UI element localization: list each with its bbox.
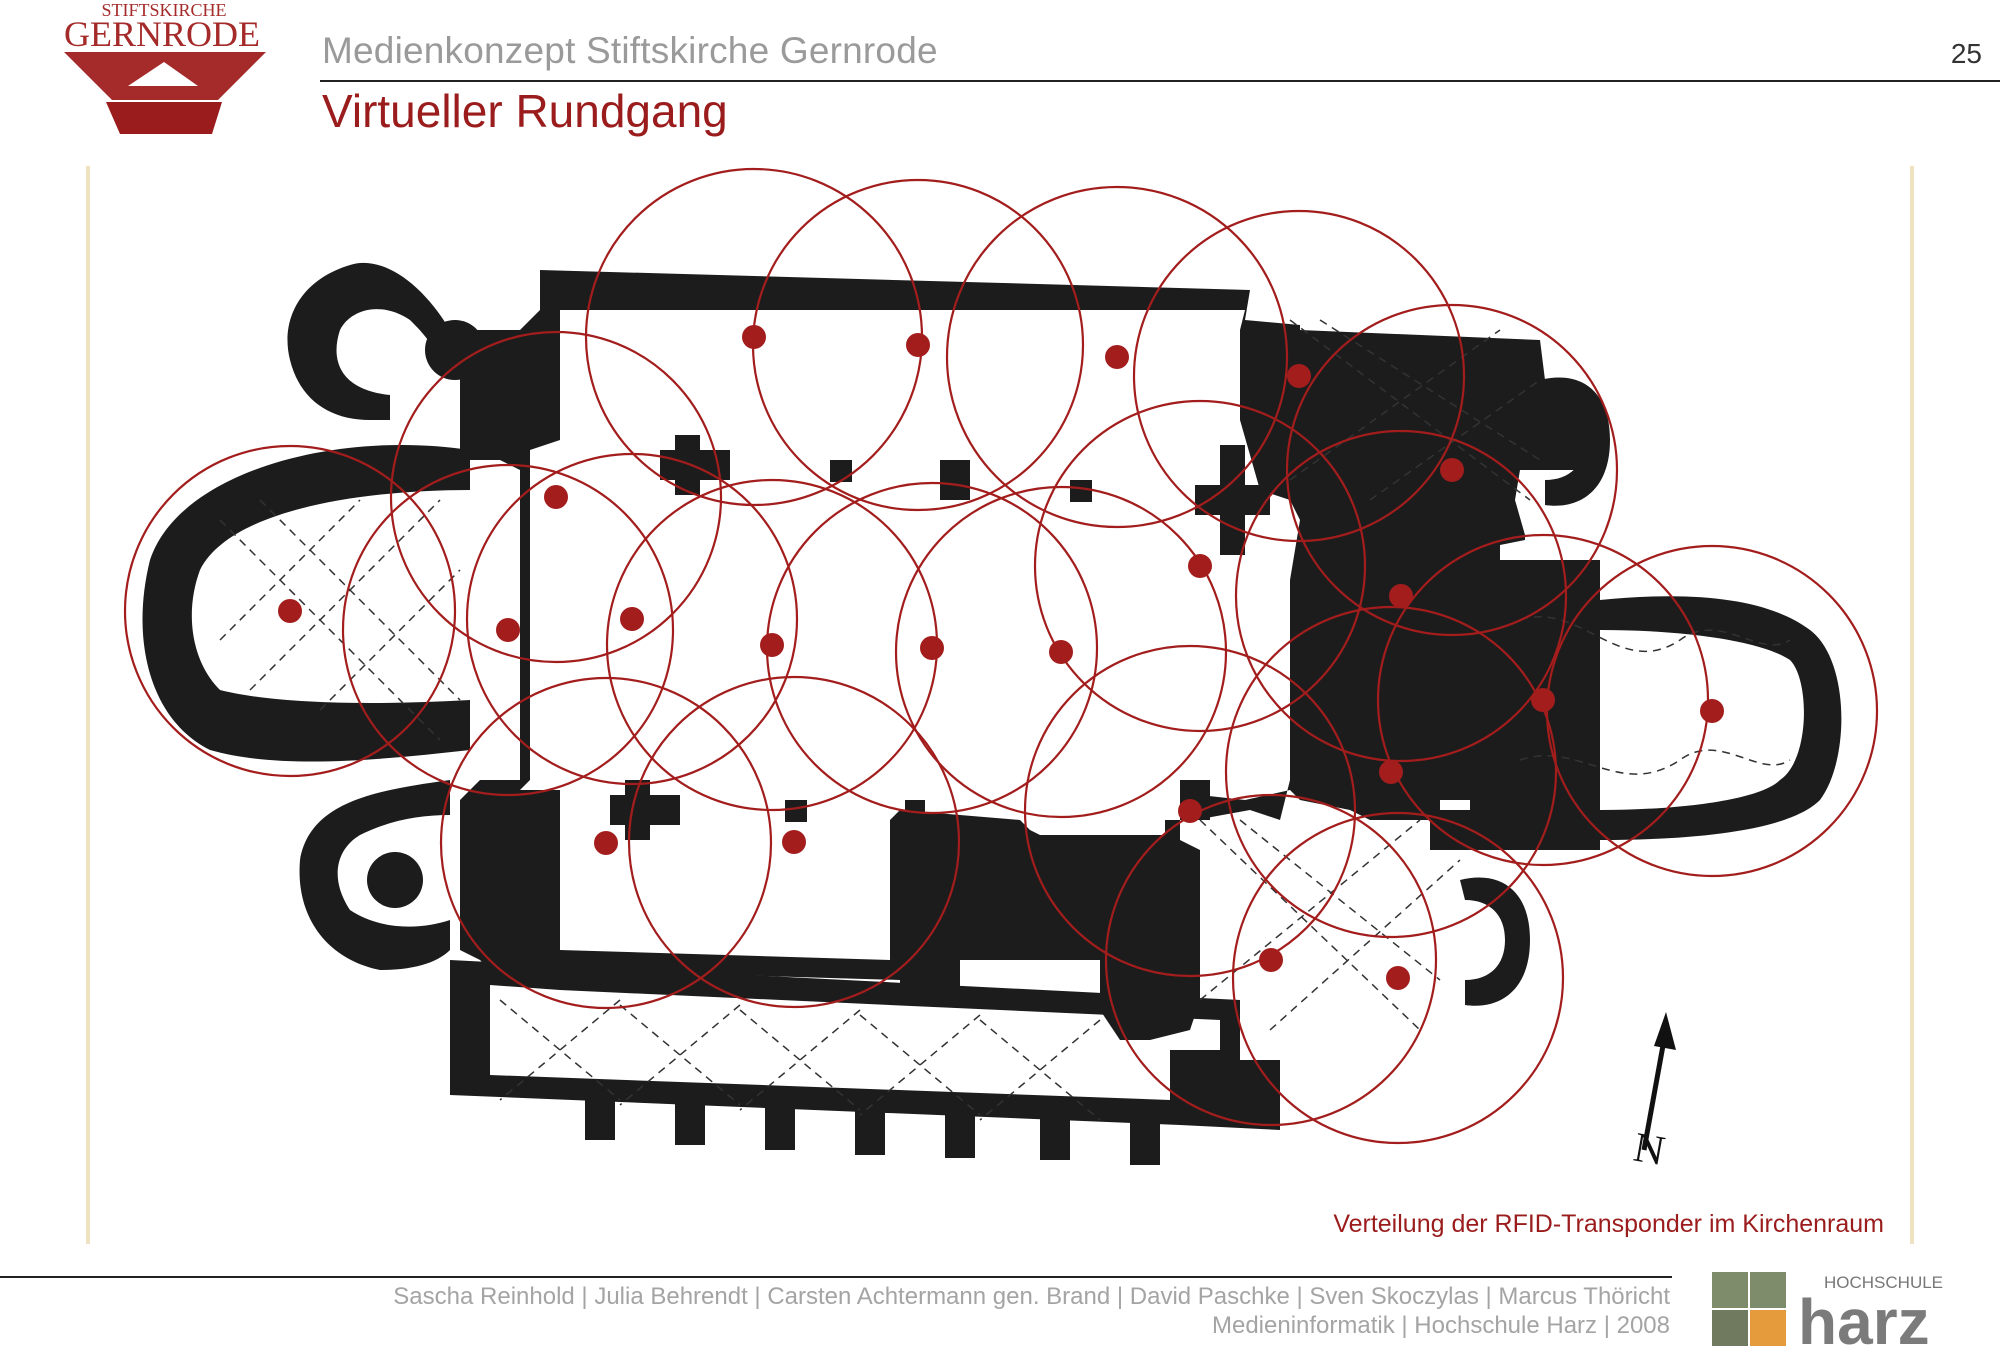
transponder-dot xyxy=(1188,554,1212,578)
transponder-dot xyxy=(1049,640,1073,664)
right-border xyxy=(1910,166,1914,1244)
transponder-dot xyxy=(1379,760,1403,784)
range-circle xyxy=(1231,811,1565,1145)
transponder-dot xyxy=(1700,699,1724,723)
range-circle xyxy=(1033,399,1367,733)
transponder-dot xyxy=(1105,345,1129,369)
footer-org: Medieninformatik | Hochschule Harz | 200… xyxy=(1211,1312,1670,1339)
logo-line2: GERNRODE xyxy=(64,14,260,54)
transponders xyxy=(278,325,1724,990)
transponder-dot xyxy=(1440,458,1464,482)
transponder-dot xyxy=(620,607,644,631)
plan-walls xyxy=(142,262,1842,1165)
range-circle xyxy=(1285,303,1619,637)
north-label: N xyxy=(1630,1125,1668,1176)
transponder-dot xyxy=(496,618,520,642)
footer-rule xyxy=(0,1276,1672,1278)
page-number: 25 xyxy=(1950,38,1982,69)
logo-line1: STIFTSKIRCHE xyxy=(101,0,226,20)
range-circle xyxy=(945,185,1289,529)
transponder-dot xyxy=(1386,966,1410,990)
left-border xyxy=(86,166,90,1244)
transponder-dot xyxy=(906,333,930,357)
range-circle xyxy=(389,330,723,664)
range-circle xyxy=(123,444,457,778)
header-subtitle: Medienkonzept Stiftskirche Gernrode xyxy=(322,30,938,71)
range-circle xyxy=(627,675,961,1009)
logo-base xyxy=(106,102,222,134)
hs-label: HOCHSCHULE xyxy=(1824,1273,1943,1292)
vault-patterns xyxy=(219,319,1791,1121)
range-circle xyxy=(1023,644,1357,978)
range-circle xyxy=(1132,209,1466,543)
hs-name: harz xyxy=(1798,1286,1930,1348)
transponder-dot xyxy=(1531,688,1555,712)
range-circle xyxy=(439,676,773,1010)
range-circle xyxy=(1234,429,1568,763)
transponder-dot xyxy=(594,831,618,855)
range-circle xyxy=(341,463,675,797)
transponder-dot xyxy=(278,599,302,623)
transponder-dot xyxy=(782,830,806,854)
transponder-dot xyxy=(1389,584,1413,608)
diagram-caption: Verteilung der RFID-Transponder im Kirch… xyxy=(1333,1210,1884,1238)
transponder-dot xyxy=(1178,799,1202,823)
transponder-dot xyxy=(1259,948,1283,972)
range-circle xyxy=(1104,793,1438,1127)
range-circle xyxy=(894,485,1228,819)
transponder-dot xyxy=(742,325,766,349)
logo-roof-inner xyxy=(128,62,198,86)
north-arrow-icon: N xyxy=(1630,1012,1676,1175)
transponder-dot xyxy=(544,485,568,509)
range-circle xyxy=(1224,605,1558,939)
gernrode-logo: STIFTSKIRCHE GERNRODE xyxy=(64,0,266,134)
transponder-dot xyxy=(760,633,784,657)
header-rule xyxy=(320,80,2000,82)
transponder-dot xyxy=(920,636,944,660)
slide-title: Virtueller Rundgang xyxy=(322,85,728,137)
footer-authors: Sascha Reinhold | Julia Behrendt | Carst… xyxy=(393,1283,1670,1310)
hochschule-harz-logo: HOCHSCHULE harz xyxy=(1712,1272,1943,1348)
range-circle xyxy=(465,452,799,786)
transponder-dot xyxy=(1287,364,1311,388)
